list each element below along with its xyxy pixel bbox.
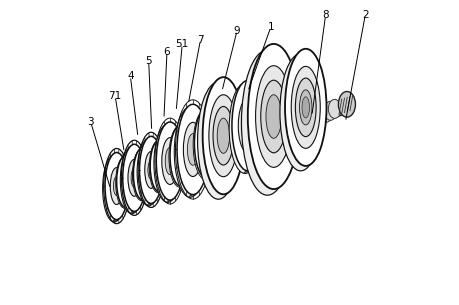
Ellipse shape (328, 99, 341, 118)
Ellipse shape (110, 168, 123, 204)
Ellipse shape (162, 138, 178, 185)
Text: 4: 4 (127, 71, 134, 81)
Ellipse shape (103, 155, 126, 222)
Ellipse shape (140, 136, 162, 203)
Ellipse shape (145, 152, 157, 188)
Text: 6: 6 (164, 47, 170, 57)
Ellipse shape (209, 95, 238, 177)
Ellipse shape (149, 141, 168, 193)
Ellipse shape (120, 147, 144, 214)
Ellipse shape (248, 44, 300, 189)
Ellipse shape (155, 154, 163, 178)
Ellipse shape (291, 66, 320, 148)
Ellipse shape (312, 107, 325, 126)
Ellipse shape (117, 156, 135, 207)
Ellipse shape (238, 99, 257, 153)
Ellipse shape (241, 50, 293, 195)
Ellipse shape (134, 148, 152, 200)
Ellipse shape (256, 66, 292, 167)
Ellipse shape (195, 109, 219, 178)
Text: 8: 8 (322, 10, 329, 20)
Text: 51: 51 (176, 39, 189, 49)
Ellipse shape (176, 142, 185, 169)
Ellipse shape (203, 77, 244, 194)
Text: 71: 71 (108, 91, 122, 101)
Ellipse shape (316, 105, 329, 124)
Ellipse shape (184, 122, 202, 177)
Ellipse shape (165, 147, 175, 175)
Ellipse shape (213, 106, 234, 165)
Ellipse shape (217, 118, 230, 153)
Ellipse shape (113, 177, 120, 196)
Ellipse shape (302, 97, 309, 118)
Text: 9: 9 (234, 26, 241, 35)
Ellipse shape (187, 134, 198, 165)
Ellipse shape (174, 107, 206, 197)
Ellipse shape (285, 49, 326, 166)
Ellipse shape (300, 90, 312, 125)
Ellipse shape (324, 101, 337, 120)
Text: 1: 1 (267, 23, 274, 32)
Ellipse shape (338, 92, 355, 117)
Ellipse shape (133, 149, 151, 201)
Ellipse shape (242, 110, 253, 142)
Ellipse shape (201, 128, 212, 159)
Ellipse shape (116, 156, 134, 208)
Text: 2: 2 (362, 10, 369, 20)
Ellipse shape (229, 83, 261, 174)
Ellipse shape (170, 125, 191, 186)
Ellipse shape (131, 168, 138, 187)
Ellipse shape (154, 124, 181, 203)
Ellipse shape (139, 162, 147, 185)
Ellipse shape (296, 78, 316, 137)
Ellipse shape (123, 144, 146, 211)
Ellipse shape (197, 82, 239, 199)
Polygon shape (103, 106, 344, 198)
Text: 5: 5 (146, 56, 152, 66)
Ellipse shape (280, 54, 321, 171)
Ellipse shape (232, 81, 263, 171)
Ellipse shape (320, 103, 333, 122)
Ellipse shape (157, 122, 184, 200)
Ellipse shape (148, 160, 154, 179)
Ellipse shape (177, 104, 209, 195)
Ellipse shape (261, 80, 287, 153)
Text: 3: 3 (87, 117, 94, 127)
Ellipse shape (122, 170, 130, 193)
Ellipse shape (266, 95, 281, 138)
Ellipse shape (128, 159, 141, 196)
Ellipse shape (137, 139, 160, 206)
Ellipse shape (150, 140, 168, 192)
Ellipse shape (105, 152, 128, 220)
Text: 7: 7 (197, 35, 204, 45)
Ellipse shape (169, 126, 190, 187)
Ellipse shape (193, 110, 218, 179)
